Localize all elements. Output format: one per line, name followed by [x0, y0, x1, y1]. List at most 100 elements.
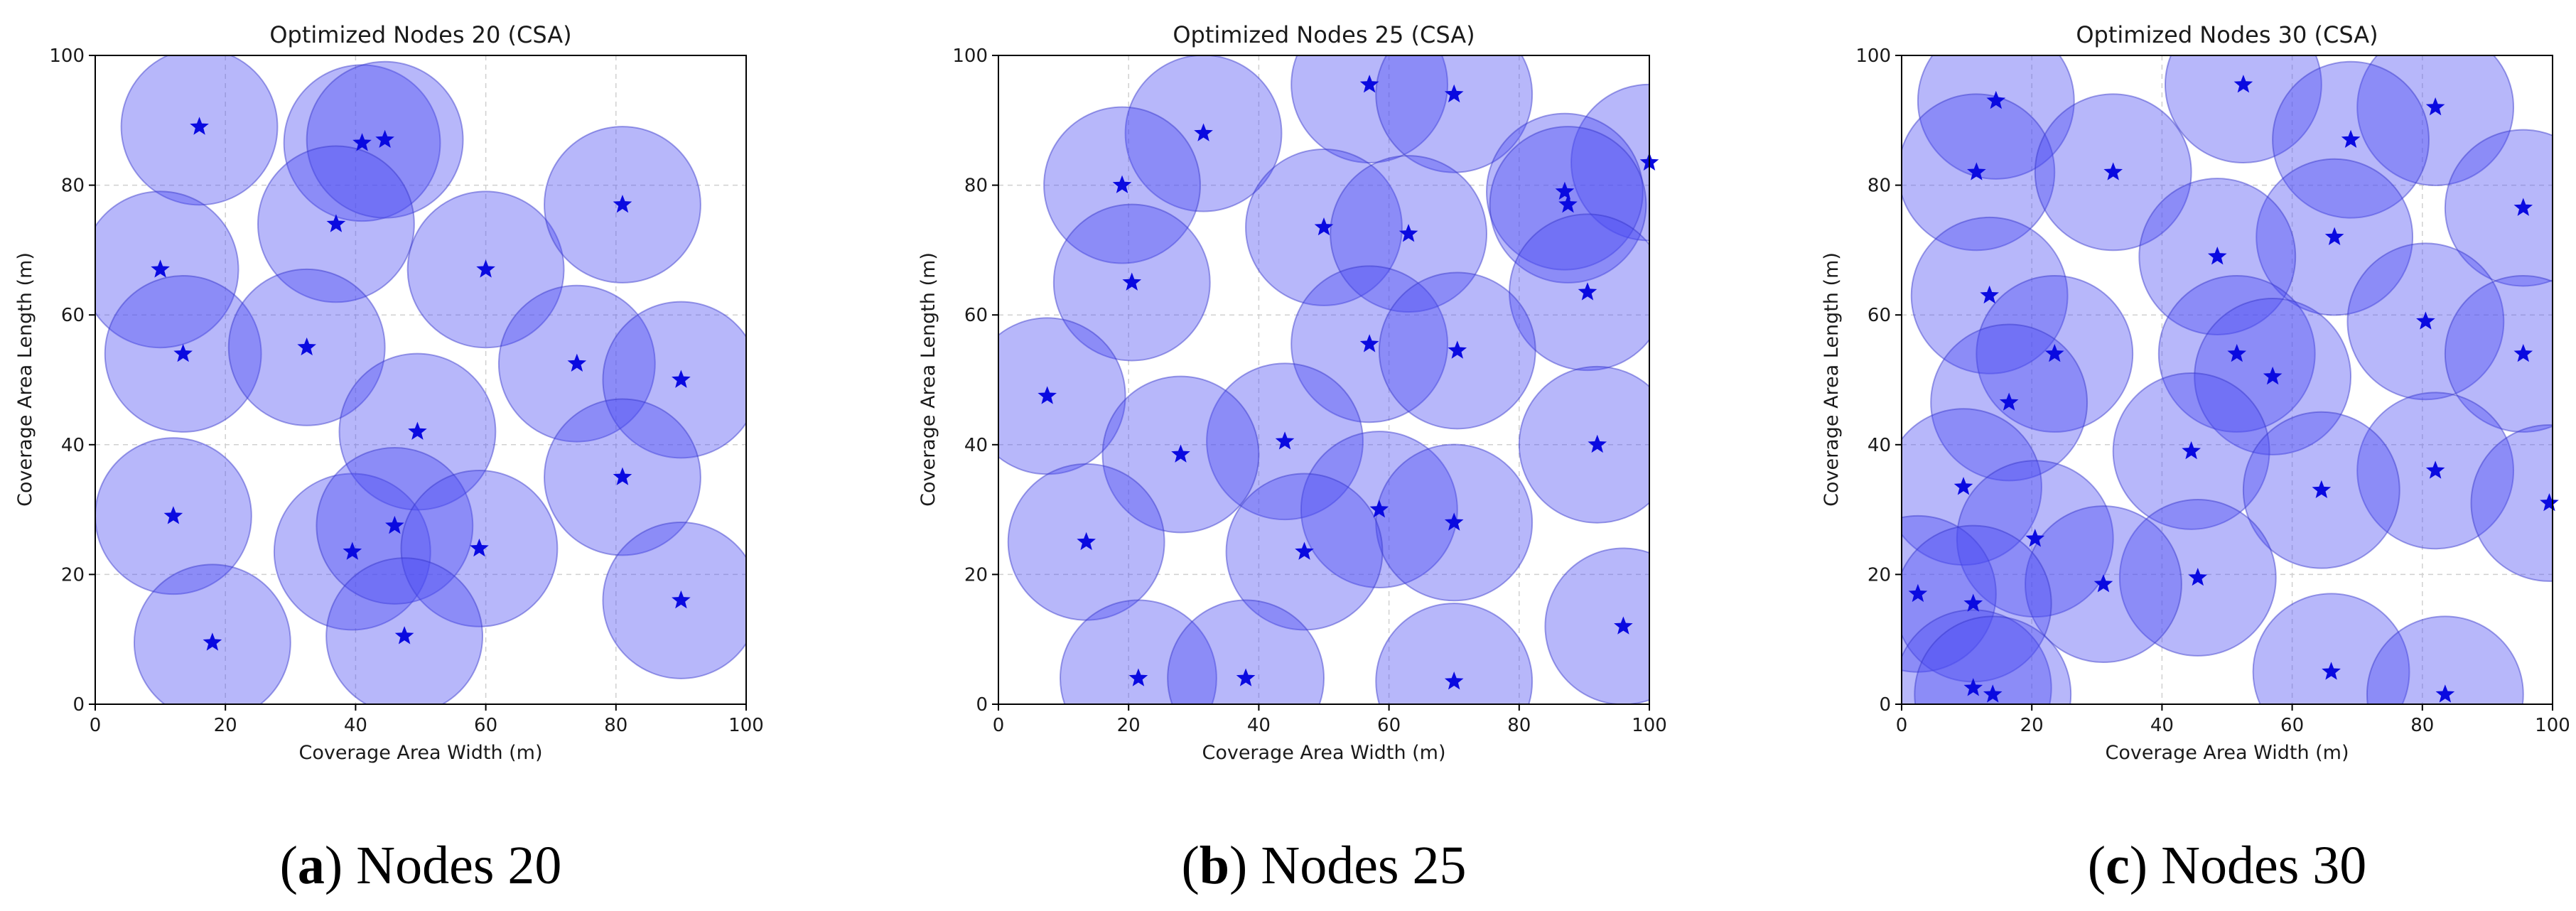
node-markers	[1908, 75, 2559, 703]
node-star	[1128, 668, 1148, 686]
plot-frame	[95, 55, 747, 705]
y-tick-label: 40	[964, 435, 988, 456]
y-tick-label: 80	[1868, 176, 1891, 197]
x-axis-ticks: 0 20 40 60 80 100	[993, 704, 1667, 736]
caption-letter: a	[298, 836, 325, 895]
node-star	[1359, 75, 1379, 93]
coverage-circle	[1917, 55, 2075, 180]
node-star	[375, 129, 394, 149]
node-star	[2513, 198, 2533, 216]
node-star	[1399, 224, 1418, 242]
caption-text: Nodes 25	[1261, 836, 1466, 895]
node-star	[1112, 175, 1132, 193]
node-markers	[1038, 75, 1659, 690]
x-tick-label: 20	[214, 715, 237, 736]
x-tick-label: 40	[344, 715, 367, 736]
node-star	[1908, 583, 1928, 603]
x-axis-ticks: 0 20 40 60 80 100	[90, 704, 764, 736]
node-star	[1275, 431, 1295, 450]
node-star	[1444, 84, 1464, 103]
x-tick-label: 60	[1377, 715, 1401, 736]
x-tick-label: 0	[1896, 715, 1908, 736]
y-tick-label: 100	[952, 45, 988, 67]
node-star	[2227, 343, 2247, 362]
node-star	[1194, 123, 1213, 141]
chart-panel-c: Optimized Nodes 30 (CSA) 0 20 40 60 80 100 0 2…	[1821, 21, 2570, 895]
y-tick-label: 60	[1868, 305, 1891, 326]
caption-text: Nodes 20	[356, 836, 561, 895]
node-star	[1038, 386, 1057, 404]
node-star	[2044, 343, 2064, 362]
node-star	[1359, 334, 1379, 352]
coverage-circles	[1902, 55, 2553, 704]
node-star	[1967, 162, 1986, 180]
coverage-circle	[1290, 55, 1449, 163]
node-star	[1963, 593, 1983, 612]
coverage-circle	[1544, 547, 1649, 704]
node-star	[1314, 217, 1334, 236]
x-tick-label: 100	[1632, 715, 1667, 736]
coverage-circle	[1167, 599, 1325, 704]
node-star	[1983, 684, 2003, 703]
node-star	[1953, 477, 1973, 495]
node-star	[1171, 444, 1190, 463]
y-tick-label: 80	[61, 176, 85, 197]
node-star	[1999, 392, 2019, 411]
x-tick-label: 40	[2150, 715, 2174, 736]
chart-title: Optimized Nodes 30 (CSA)	[2076, 21, 2378, 48]
coverage-circle	[602, 301, 746, 459]
x-tick-label: 100	[728, 715, 764, 736]
x-tick-label: 20	[2020, 715, 2044, 736]
node-star	[2435, 684, 2455, 703]
plot-frame	[998, 55, 1650, 705]
coverage-circle	[95, 190, 239, 349]
panel-caption: (c) Nodes 30	[2088, 836, 2367, 895]
x-axis-label: Coverage Area Width (m)	[298, 742, 542, 764]
node-star	[1236, 668, 1256, 686]
node-star	[2207, 247, 2227, 265]
node-star	[2540, 492, 2559, 512]
node-star	[2103, 162, 2123, 180]
node-star	[297, 337, 317, 356]
coverage-circle	[2366, 615, 2524, 704]
chart-panel-b: Optimized Nodes 25 (CSA) 0 20 40 60 80 100 0 2…	[917, 21, 1667, 895]
x-axis-ticks: 0 20 40 60 80 100	[1896, 704, 2570, 736]
coverage-circles	[998, 55, 1649, 704]
coverage-circle	[2470, 424, 2553, 582]
y-axis-label: Coverage Area Length (m)	[14, 252, 36, 507]
node-star	[173, 343, 193, 362]
node-star	[343, 541, 362, 560]
y-tick-label: 80	[964, 176, 988, 197]
x-axis-label: Coverage Area Width (m)	[1202, 742, 1445, 764]
coverage-circles	[95, 55, 746, 704]
node-star	[476, 259, 495, 278]
node-star	[2233, 75, 2253, 93]
node-star	[2025, 529, 2045, 547]
y-tick-label: 20	[61, 564, 85, 586]
node-star	[1558, 194, 1578, 213]
node-star	[567, 353, 587, 372]
x-tick-label: 0	[90, 715, 102, 736]
caption-letter: c	[2106, 836, 2130, 895]
coverage-circle	[1375, 55, 1534, 173]
node-star	[1369, 500, 1389, 518]
node-star	[2182, 441, 2201, 460]
coverage-circle	[1902, 514, 1997, 673]
y-tick-label: 60	[964, 305, 988, 326]
node-star	[2312, 480, 2332, 499]
chart-panel-a: Optimized Nodes 20 (CSA) 0 20 40 60 80 100 0 2…	[14, 21, 764, 895]
node-star	[1444, 512, 1464, 531]
node-star	[672, 590, 691, 609]
node-star	[672, 370, 691, 388]
node-star	[2416, 311, 2435, 330]
node-star	[1980, 285, 1999, 304]
x-tick-label: 80	[2410, 715, 2434, 736]
node-star	[1122, 272, 1142, 291]
node-star	[163, 506, 183, 524]
coverage-circle	[1060, 599, 1217, 704]
coverage-circle	[1914, 615, 2072, 704]
coverage-circle	[1375, 603, 1534, 704]
x-tick-label: 20	[1117, 715, 1141, 736]
node-star	[1448, 340, 1467, 359]
